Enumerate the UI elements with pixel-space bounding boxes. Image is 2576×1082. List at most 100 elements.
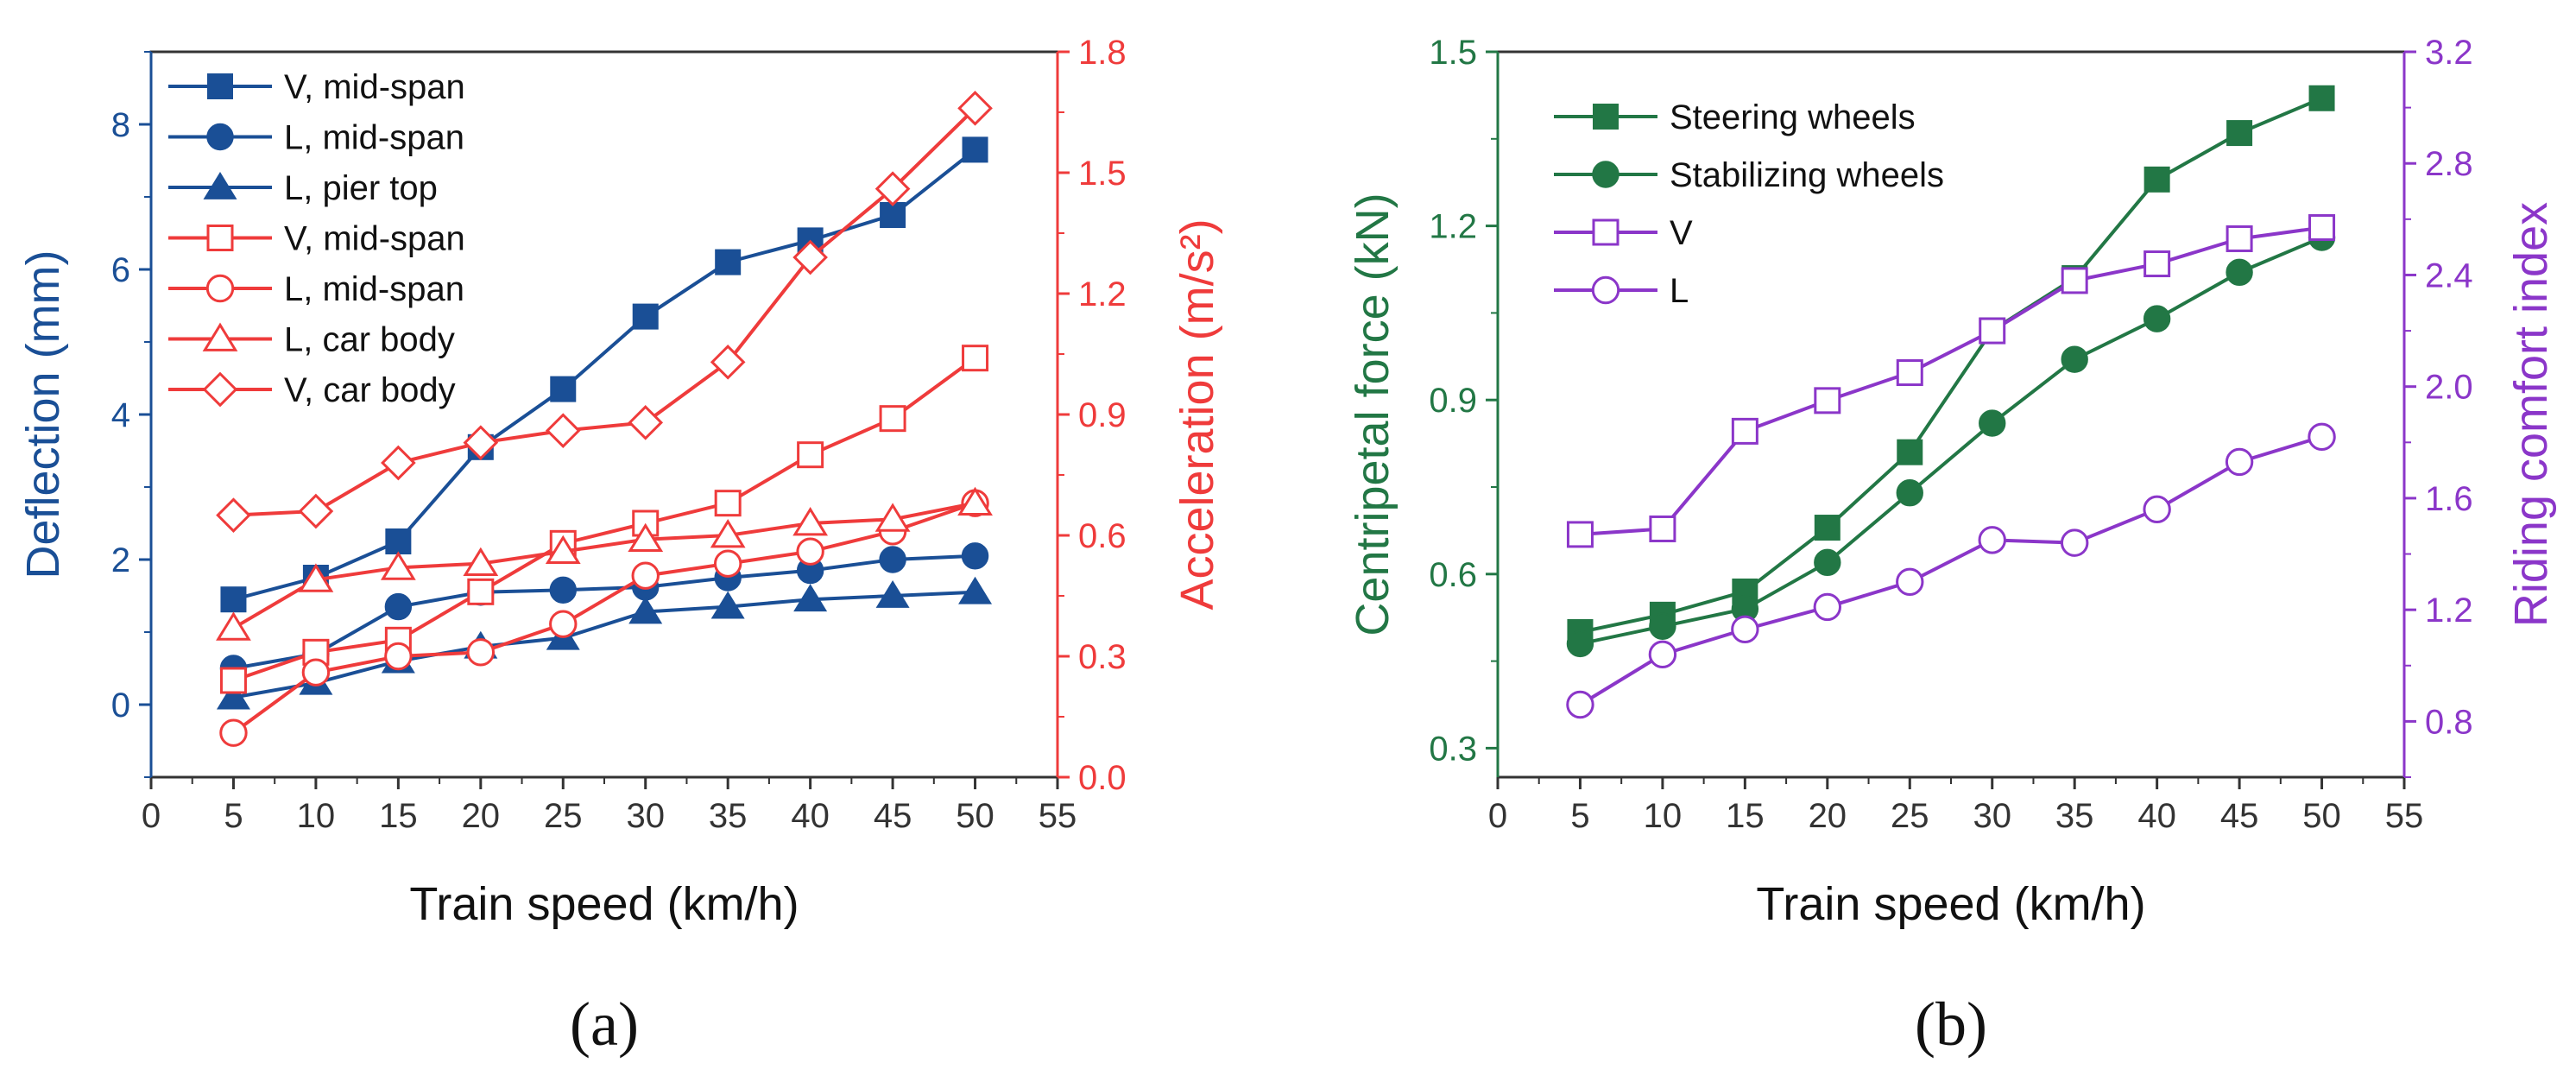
legend-marker [202, 322, 238, 351]
data-point [2061, 345, 2088, 373]
chart-b-xlabel: Train speed (km/h) [1756, 878, 2145, 930]
data-point [628, 522, 664, 553]
legend-item: L, car body [168, 321, 455, 359]
data-point [1814, 387, 1841, 414]
data-point [715, 249, 742, 275]
legend-item: L, mid-span [168, 119, 464, 157]
y-left-tick-label: 0.3 [1429, 730, 1477, 768]
y-left-tick-label: 1.5 [1429, 34, 1477, 72]
data-point [298, 563, 334, 592]
data-point [1978, 526, 2006, 554]
data-point [710, 519, 746, 548]
legend-item: V, mid-span [168, 68, 465, 106]
data-point [2060, 528, 2089, 557]
chart-b-ylabel-right: Riding comfort index [2505, 202, 2557, 627]
data-point [2225, 447, 2254, 477]
data-point [219, 667, 247, 694]
y-right-tick-label: 2.0 [2425, 369, 2473, 407]
x-tick-label: 25 [1891, 797, 1929, 835]
data-point [874, 503, 911, 532]
chart-a-ylabel-right: Acceleration (m/s²) [1171, 218, 1223, 610]
y-left-tick-label: 0.6 [1429, 556, 1477, 594]
data-point [463, 425, 499, 460]
legend-item: V [1554, 214, 1693, 252]
series-v [1566, 214, 2336, 548]
y-left-tick-label: 4 [111, 396, 130, 434]
x-tick-label: 15 [379, 797, 418, 835]
data-point [1813, 592, 1842, 622]
chart-b-frame [1496, 50, 2406, 779]
data-point [962, 136, 988, 163]
series-stabilizing-wheels [1566, 224, 2336, 658]
y-right-tick-label: 1.8 [1078, 34, 1127, 72]
legend-marker [205, 274, 235, 303]
x-tick-label: 20 [1809, 797, 1847, 835]
x-tick-label: 45 [874, 797, 912, 835]
y-left-tick-label: 0 [111, 687, 130, 724]
series-line [1580, 236, 2323, 646]
series-v-car-body [216, 91, 993, 533]
x-tick-label: 50 [956, 797, 994, 835]
data-point [1566, 521, 1594, 548]
data-point [710, 345, 746, 380]
data-point [793, 584, 828, 612]
data-point [301, 658, 331, 687]
legend-marker [1592, 161, 1619, 188]
data-point [467, 578, 495, 605]
data-point [1814, 515, 1840, 541]
y-right-tick-label: 0.3 [1078, 638, 1127, 676]
data-point [1814, 548, 1841, 577]
series-line [232, 148, 976, 602]
chart-b-ylabel-left: Centripetal force (kN) [1347, 193, 1398, 636]
data-point [879, 405, 906, 433]
data-point [549, 576, 577, 604]
data-point [216, 497, 251, 533]
data-point [957, 91, 993, 126]
legend-label: L, mid-span [284, 119, 464, 157]
data-point [710, 591, 745, 619]
data-point [2226, 258, 2253, 287]
data-point [628, 596, 663, 624]
data-point [385, 528, 412, 554]
x-tick-label: 30 [1973, 797, 2011, 835]
series-line [1580, 96, 2323, 634]
data-point [874, 171, 911, 206]
legend-marker [206, 225, 234, 251]
y-right-tick-label: 1.6 [2425, 480, 2473, 518]
data-point [466, 638, 496, 667]
series-l-car-body [216, 486, 993, 641]
x-tick-label: 5 [1570, 797, 1589, 835]
data-point [796, 537, 824, 566]
x-tick-label: 25 [544, 797, 583, 835]
data-point [2144, 250, 2171, 278]
data-point [961, 542, 989, 570]
x-tick-label: 40 [2137, 797, 2176, 835]
legend-label: L, car body [284, 321, 455, 359]
series-l-mid-span [219, 489, 989, 747]
y-left-tick-label: 1.2 [1429, 208, 1477, 246]
y-right-tick-label: 0.8 [2425, 703, 2473, 741]
data-point [1896, 359, 1923, 387]
data-point [1731, 417, 1758, 445]
data-point [298, 493, 334, 529]
data-point [1566, 690, 1594, 719]
chart-a: 0 5 10 15 20 25 30 35 40 45 50 55 0 2 4 6 8 0.0 0.3 0.6 0.9 1… [17, 34, 1223, 1059]
x-tick-label: 55 [2385, 797, 2424, 835]
legend-item: V, car body [168, 371, 456, 409]
data-point [2308, 214, 2336, 242]
data-point [545, 535, 581, 565]
y-right-tick-label: 0.9 [1078, 396, 1127, 434]
data-point [1731, 615, 1759, 643]
legend-marker [1593, 104, 1619, 130]
legend-label: L [1670, 272, 1689, 310]
legend-label: L, pier top [284, 169, 438, 207]
series-l [1566, 422, 2336, 719]
data-point [216, 611, 251, 641]
data-point [2143, 495, 2171, 524]
legend-label: V, car body [284, 371, 456, 409]
legend-label: V, mid-span [284, 68, 465, 106]
data-point [2144, 166, 2170, 193]
series-line [232, 501, 975, 630]
data-point [962, 345, 989, 372]
legend-label: Steering wheels [1670, 98, 1916, 136]
